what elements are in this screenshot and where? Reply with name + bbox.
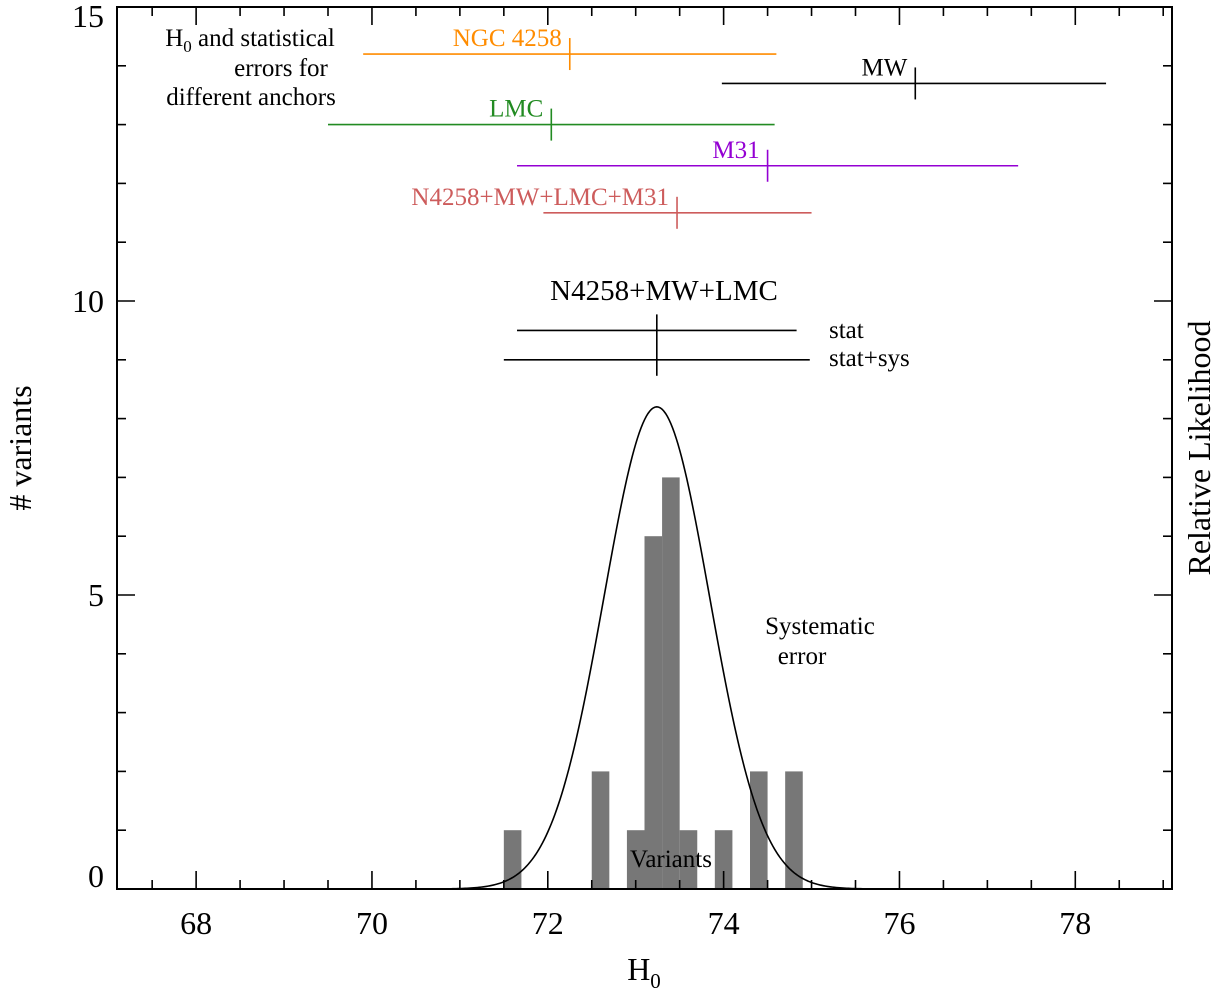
histogram-bar: [662, 477, 680, 889]
y-tick-label: 5: [88, 577, 104, 613]
axis-ticks: 68 70 72 74 76 78 0 5 10 15: [72, 0, 1172, 941]
x-tick-label: 78: [1059, 905, 1091, 941]
y-axis-title: # variants: [2, 385, 38, 510]
x-axis-title: H0: [627, 951, 661, 993]
anchors-title-line1: H0 and statistical: [165, 25, 335, 56]
anchor-label-mw: MW: [861, 54, 907, 81]
x-tick-label: 76: [883, 905, 915, 941]
plot-frame: [116, 6, 1173, 890]
histogram-bar: [591, 771, 610, 889]
histogram-bar: [626, 830, 645, 889]
y-tick-label: 0: [88, 858, 104, 894]
histogram-bars: [503, 477, 803, 889]
variants-label: Variants: [630, 846, 712, 873]
anchor-error-bars: NGC 4258 MW LMC M31 N4258+MW+LMC+M31: [328, 25, 1107, 229]
histogram-bar: [785, 771, 803, 889]
x-tick-label: 68: [180, 905, 212, 941]
x-tick-label: 70: [356, 905, 388, 941]
histogram-bar: [644, 536, 663, 889]
x-tick-label: 74: [708, 905, 740, 941]
y-tick-label: 10: [72, 283, 104, 319]
y-axis-right-title: Relative Likelihood: [1181, 320, 1217, 575]
anchor-label-n4258-mw-lmc-m31: N4258+MW+LMC+M31: [411, 184, 669, 211]
stat-label: stat: [829, 317, 864, 344]
anchor-label-ngc-4258: NGC 4258: [453, 25, 562, 52]
stat-sys-label: stat+sys: [829, 345, 910, 372]
y-tick-label: 15: [72, 0, 104, 34]
anchors-title-line2: errors for: [234, 55, 328, 82]
combined-title: N4258+MW+LMC: [550, 275, 778, 307]
systematic-error-label-line1: Systematic: [765, 613, 875, 640]
x-tick-label: 72: [532, 905, 564, 941]
histogram-bar: [679, 830, 698, 889]
anchors-title-line3: different anchors: [166, 84, 336, 111]
histogram-bar: [714, 830, 733, 889]
anchor-label-lmc: LMC: [489, 96, 543, 123]
systematic-error-label-line2: error: [778, 643, 827, 670]
anchor-label-m31: M31: [712, 137, 759, 164]
combined-error-bars: [503, 314, 810, 376]
